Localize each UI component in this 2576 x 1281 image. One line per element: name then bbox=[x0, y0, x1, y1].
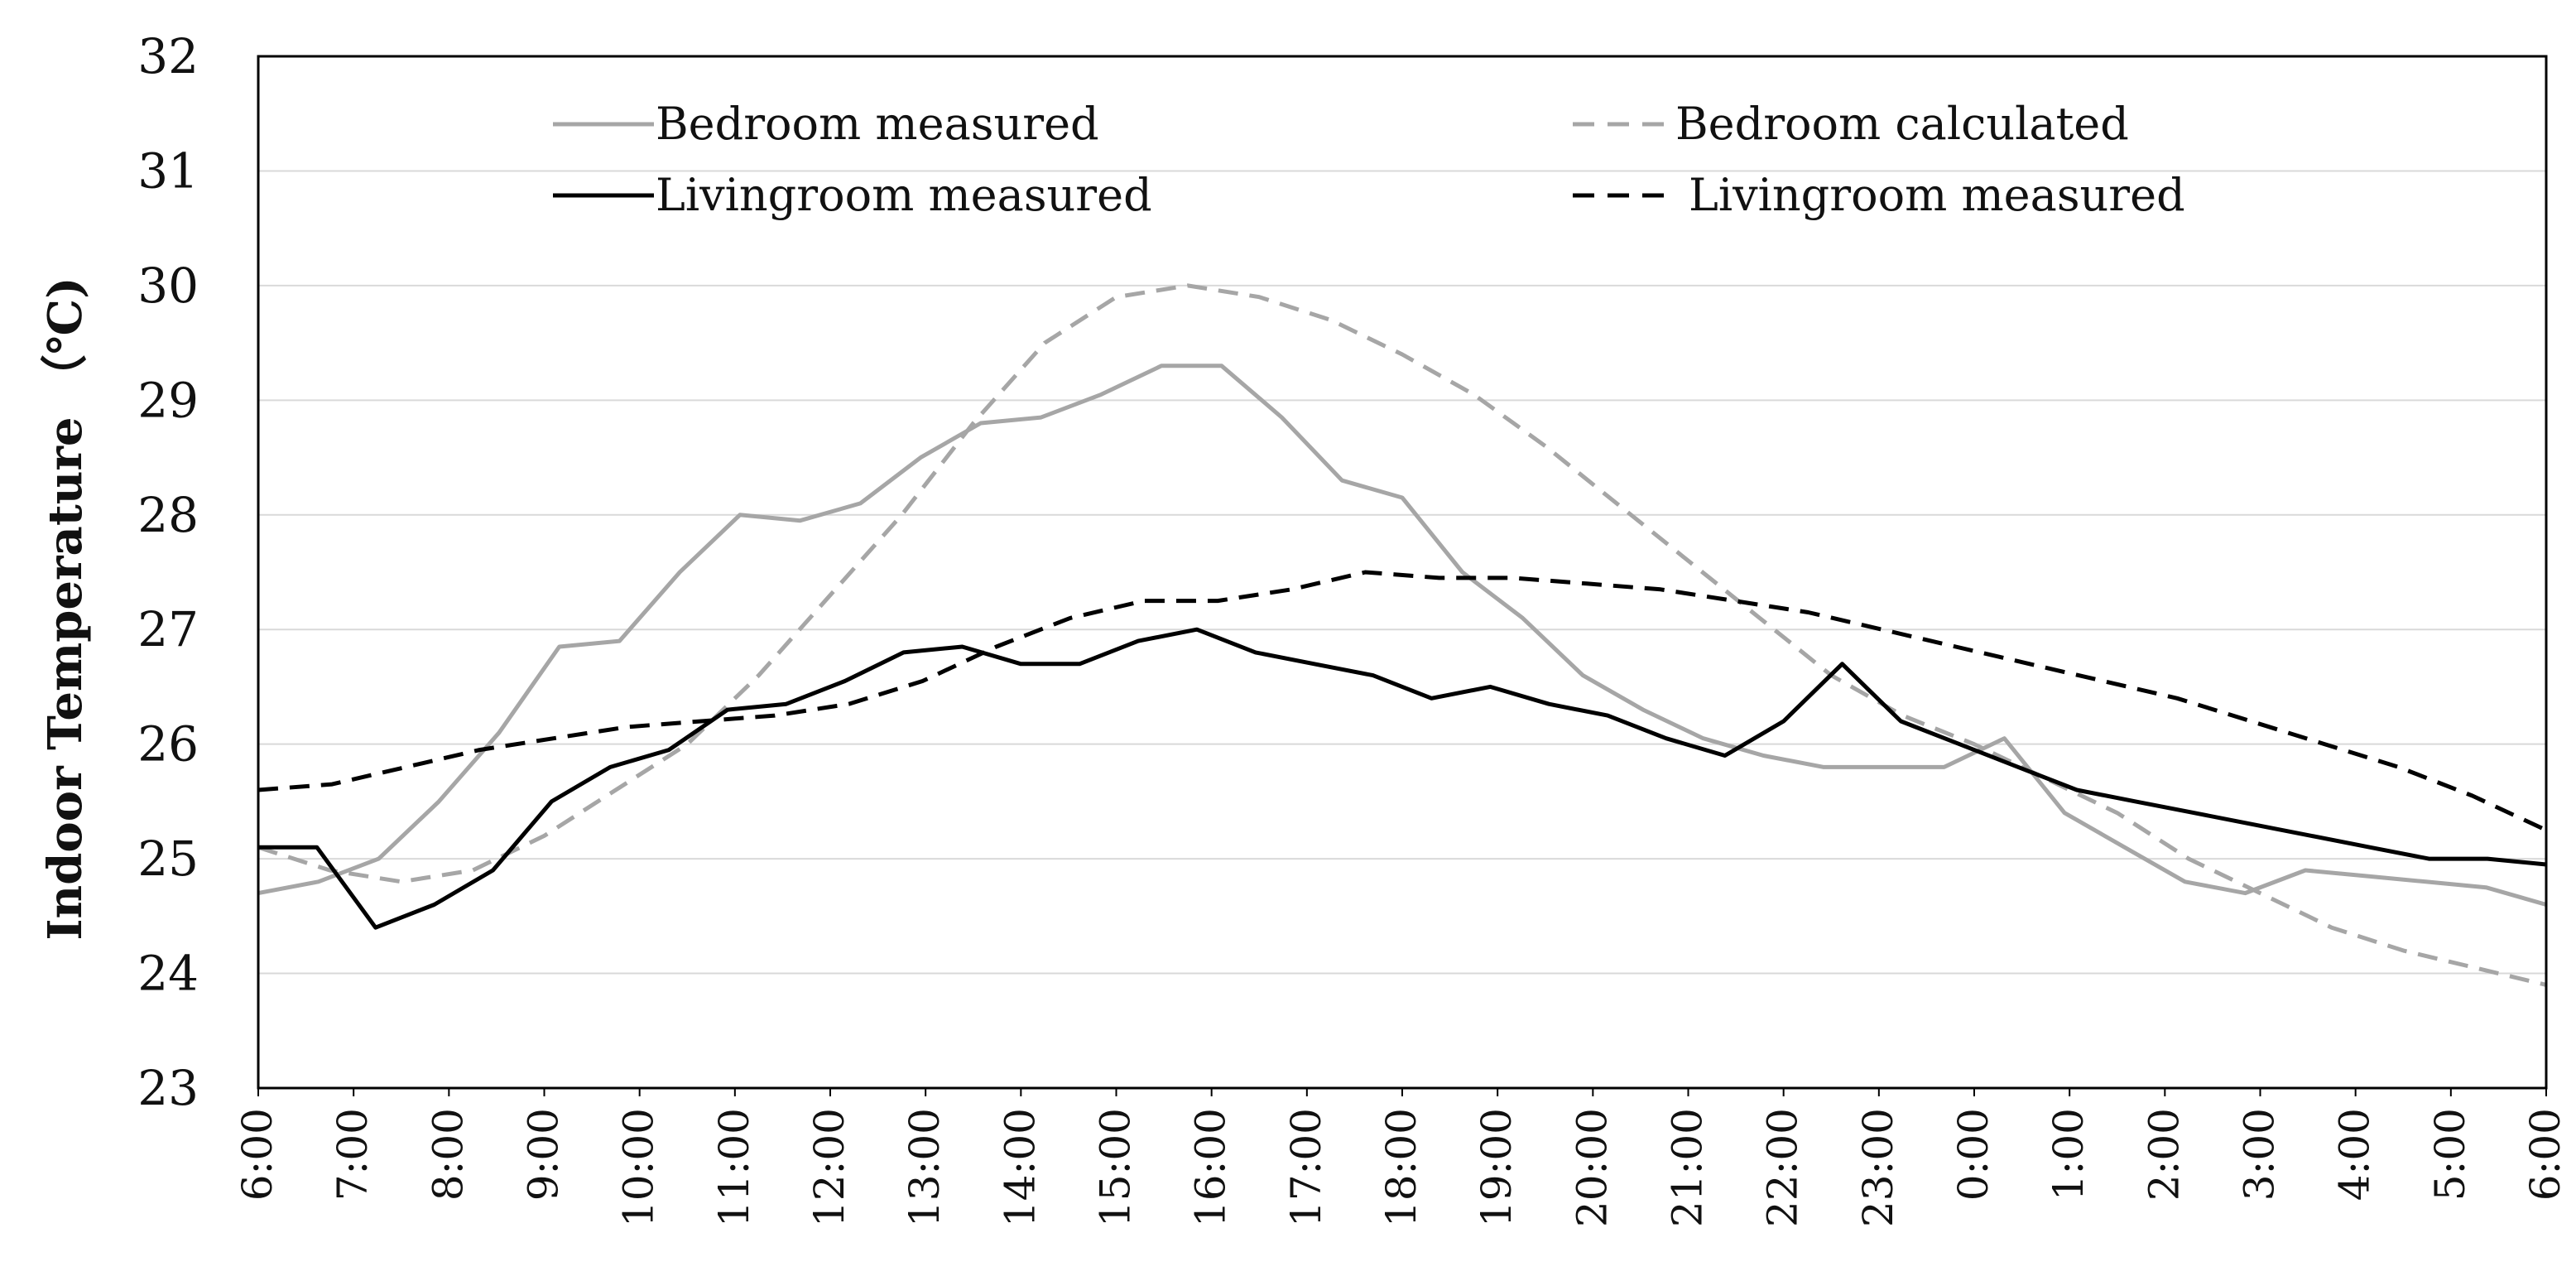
series-lines bbox=[257, 283, 2548, 987]
x-tick-label: 14:00 bbox=[996, 1108, 1044, 1227]
y-tick-label: 27 bbox=[137, 601, 199, 657]
x-tick-label: 18:00 bbox=[1377, 1108, 1425, 1227]
x-tick-label: 17:00 bbox=[1282, 1108, 1330, 1227]
legend-label-bedroom-calculated: Bedroom calculated bbox=[1675, 98, 2129, 150]
legend-label-livingroom-measured-dashed: Livingroom measured bbox=[1689, 169, 2185, 221]
x-tick-label: 2:00 bbox=[2140, 1108, 2188, 1201]
x-tick-label: 4:00 bbox=[2331, 1108, 2379, 1201]
x-tick-label: 16:00 bbox=[1187, 1108, 1235, 1227]
legend-item-livingroom-measured-dashed: Livingroom measured bbox=[1573, 169, 2185, 221]
x-tick-label: 20:00 bbox=[1568, 1108, 1616, 1227]
y-axis-label: Indoor Temperature （℃) bbox=[38, 277, 93, 940]
y-tick-label: 24 bbox=[137, 946, 199, 1002]
x-tick-label: 21:00 bbox=[1664, 1108, 1712, 1227]
legend-item-livingroom-measured: Livingroom measured bbox=[553, 169, 1152, 221]
x-axis-ticks: 6:00 7:00 8:00 9:00 10:00 11:00 12:00 13:00 14:0… bbox=[233, 1088, 2569, 1227]
x-tick-label: 1:00 bbox=[2045, 1108, 2093, 1201]
x-tick-label: 12:00 bbox=[805, 1108, 853, 1227]
x-tick-label: 23:00 bbox=[1854, 1108, 1902, 1227]
legend-item-bedroom-measured: Bedroom measured bbox=[553, 98, 1099, 150]
series-bedroom-measured bbox=[257, 364, 2547, 907]
y-tick-label: 26 bbox=[137, 716, 199, 773]
y-tick-label: 32 bbox=[137, 28, 199, 84]
x-tick-label: 3:00 bbox=[2236, 1108, 2284, 1201]
y-tick-label: 25 bbox=[137, 831, 199, 887]
legend: Bedroom measured Bedroom calculated Livi… bbox=[553, 98, 2185, 221]
legend-item-bedroom-calculated: Bedroom calculated bbox=[1573, 98, 2129, 150]
y-tick-label: 30 bbox=[137, 258, 199, 314]
x-tick-label: 8:00 bbox=[424, 1108, 472, 1201]
x-tick-label: 6:00 bbox=[233, 1108, 281, 1201]
x-tick-label: 11:00 bbox=[710, 1108, 758, 1227]
x-tick-label: 13:00 bbox=[901, 1108, 949, 1227]
x-tick-label: 9:00 bbox=[520, 1108, 568, 1201]
x-tick-label: 5:00 bbox=[2426, 1108, 2474, 1201]
y-tick-label: 31 bbox=[137, 142, 199, 199]
legend-label-livingroom-measured: Livingroom measured bbox=[656, 169, 1152, 221]
gridlines bbox=[258, 170, 2546, 975]
series-livingroom-measured-dashed bbox=[257, 570, 2548, 832]
x-tick-label: 7:00 bbox=[329, 1108, 377, 1201]
x-tick-label: 19:00 bbox=[1473, 1108, 1521, 1227]
series-livingroom-measured bbox=[258, 627, 2547, 930]
y-axis-ticks: 23 24 25 26 27 28 29 30 31 32 bbox=[137, 28, 199, 1116]
x-tick-label: 22:00 bbox=[1759, 1108, 1807, 1227]
x-tick-label: 6:00 bbox=[2521, 1108, 2569, 1201]
x-tick-label: 15:00 bbox=[1092, 1108, 1140, 1227]
legend-label-bedroom-measured: Bedroom measured bbox=[656, 98, 1099, 150]
y-tick-label: 28 bbox=[137, 487, 199, 543]
y-tick-label: 23 bbox=[137, 1060, 199, 1116]
y-tick-label: 29 bbox=[137, 372, 199, 428]
x-tick-label: 0:00 bbox=[1949, 1108, 1997, 1201]
x-tick-label: 10:00 bbox=[615, 1108, 663, 1227]
series-bedroom-calculated bbox=[257, 283, 2547, 987]
